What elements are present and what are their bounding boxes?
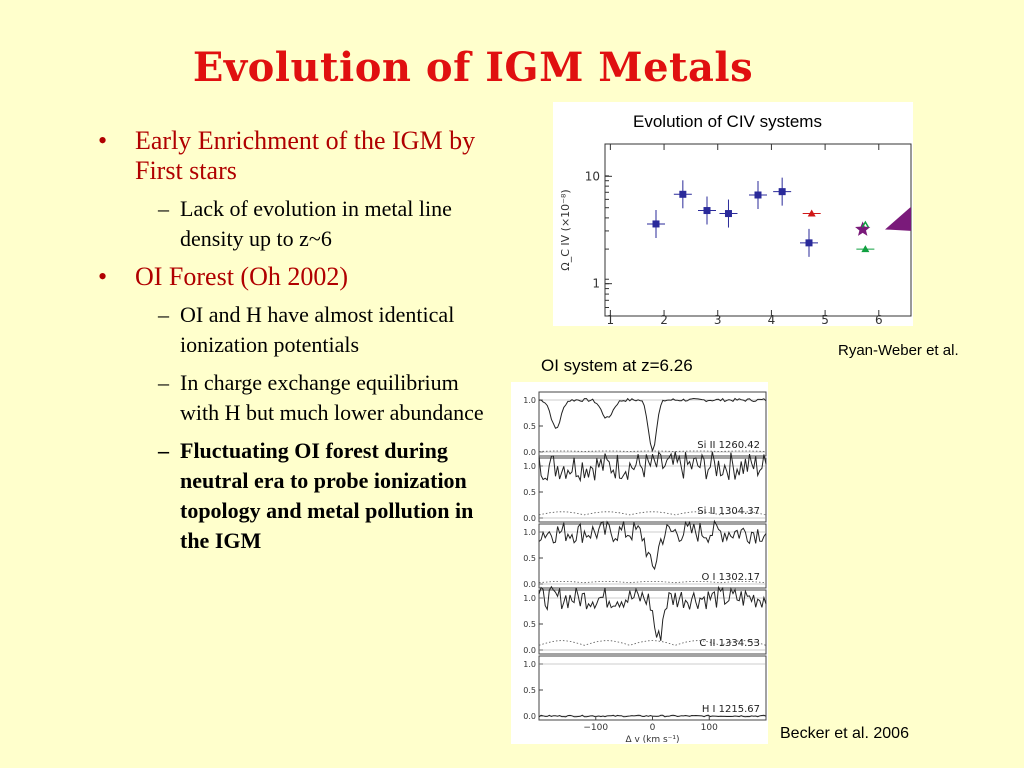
civ-data-point — [703, 207, 711, 215]
oi-figure: 1.0 0.5 0.0 Si II 1260.42 1.0 0.5 0.0 Si II 130… — [511, 382, 768, 745]
oi-spectrum-line — [538, 451, 767, 483]
sub-bullet-item: – Fluctuating OI forest during neutral e… — [98, 436, 498, 556]
oi-error-line — [538, 450, 767, 452]
civ-y-axis-label: Ω_C IV (×10⁻⁸) — [559, 189, 572, 270]
civ-data-point — [778, 188, 786, 196]
oi-figure-credit: Becker et al. 2006 — [780, 725, 909, 742]
civ-data-point — [855, 221, 871, 236]
oi-panel-label: C II 1334.53 — [699, 638, 760, 649]
civ-x-tick-label: 6 — [875, 313, 883, 326]
oi-y-tick-label: 0.0 — [523, 712, 536, 721]
civ-figure-credit: Ryan-Weber et al. — [838, 342, 959, 359]
civ-y-tick-label: 10 — [585, 169, 600, 183]
oi-x-axis-label: Δ v (km s⁻¹) — [625, 735, 679, 744]
civ-data-point — [724, 210, 732, 218]
bullet-item: • OI Forest (Oh 2002) — [98, 262, 498, 292]
bullet-mark: • — [98, 262, 108, 291]
civ-data-point — [754, 191, 762, 199]
sub-bullet-mark: – — [158, 370, 169, 395]
sub-bullet-mark: – — [158, 438, 169, 463]
slide-title: Evolution of IGM Metals — [192, 44, 754, 91]
oi-y-tick-label: 1.0 — [523, 528, 536, 537]
sub-bullet-text: Fluctuating OI forest during neutral era… — [180, 438, 474, 553]
oi-panel-frame — [538, 391, 767, 457]
oi-error-line — [538, 581, 767, 584]
civ-extrapolation-wedge — [885, 206, 911, 231]
oi-y-tick-label: 0.0 — [523, 580, 536, 589]
oi-panel-label: Si II 1260.42 — [697, 440, 760, 451]
sub-bullet-item: – Lack of evolution in metal line densit… — [98, 194, 498, 254]
civ-figure-title: Evolution of CIV systems — [633, 112, 822, 131]
sub-bullet-item: – In charge exchange equilibrium with H … — [98, 368, 498, 428]
civ-x-tick-label: 4 — [768, 313, 776, 326]
oi-spectrum-line — [538, 397, 767, 453]
oi-y-tick-label: 0.0 — [523, 514, 536, 523]
oi-x-tick-label: 100 — [701, 723, 718, 733]
oi-y-tick-label: 0.5 — [523, 686, 536, 695]
civ-chart: 1 2 3 4 5 6 1 10 Ω_C IV (×10⁻⁸) — [559, 143, 912, 327]
sub-bullet-text: In charge exchange equilibrium with H bu… — [180, 370, 484, 425]
oi-x-tick-label: −100 — [583, 723, 608, 733]
civ-lower-limit-arrow — [861, 220, 870, 228]
civ-data-point — [861, 245, 870, 253]
civ-y-tick-label: 1 — [592, 277, 600, 291]
sub-bullet-item: – OI and H have almost identical ionizat… — [98, 300, 498, 360]
sub-bullet-mark: – — [158, 302, 169, 327]
oi-panel-label: O I 1302.17 — [701, 572, 760, 583]
civ-data-point — [679, 190, 687, 198]
oi-panel-label: Si II 1304.37 — [697, 506, 760, 517]
oi-y-tick-label: 1.0 — [523, 594, 536, 603]
oi-y-tick-label: 1.0 — [523, 462, 536, 471]
oi-figure-title: OI system at z=6.26 — [541, 356, 693, 375]
oi-spectrum-line — [538, 585, 767, 641]
oi-chart: 1.0 0.5 0.0 Si II 1260.42 1.0 0.5 0.0 Si II 130… — [523, 391, 767, 745]
oi-y-tick-label: 0.0 — [523, 448, 536, 457]
oi-y-tick-label: 1.0 — [523, 660, 536, 669]
oi-panel-frame — [538, 457, 767, 523]
oi-panel-label: H I 1215.67 — [702, 704, 760, 715]
civ-data-point — [652, 220, 660, 228]
civ-x-tick-label: 2 — [660, 313, 668, 326]
oi-x-tick-label: 0 — [650, 723, 656, 733]
civ-data-point — [807, 209, 816, 217]
civ-x-tick-label: 3 — [714, 313, 722, 326]
civ-x-tick-label: 5 — [821, 313, 829, 326]
oi-panel-frame — [538, 655, 767, 721]
oi-y-tick-label: 1.0 — [523, 396, 536, 405]
oi-y-tick-label: 0.5 — [523, 422, 536, 431]
oi-error-line — [538, 640, 767, 646]
oi-y-tick-label: 0.0 — [523, 646, 536, 655]
bullet-text: Early Enrichment of the IGM by First sta… — [135, 126, 476, 185]
oi-y-tick-label: 0.5 — [523, 554, 536, 563]
oi-y-tick-label: 0.5 — [523, 620, 536, 629]
bullet-mark: • — [98, 126, 108, 155]
sub-bullet-text: Lack of evolution in metal line density … — [180, 196, 452, 251]
oi-spectrum-line — [538, 519, 767, 571]
bullet-list: • Early Enrichment of the IGM by First s… — [98, 126, 498, 564]
oi-y-tick-label: 0.5 — [523, 488, 536, 497]
sub-bullet-text: OI and H have almost identical ionizatio… — [180, 302, 455, 357]
civ-figure: 1 2 3 4 5 6 1 10 Ω_C IV (×10⁻⁸) — [553, 102, 913, 327]
bullet-item: • Early Enrichment of the IGM by First s… — [98, 126, 498, 186]
civ-data-point — [805, 239, 813, 247]
sub-bullet-mark: – — [158, 196, 169, 221]
civ-x-tick-label: 1 — [607, 313, 615, 326]
bullet-text: OI Forest (Oh 2002) — [135, 262, 349, 291]
